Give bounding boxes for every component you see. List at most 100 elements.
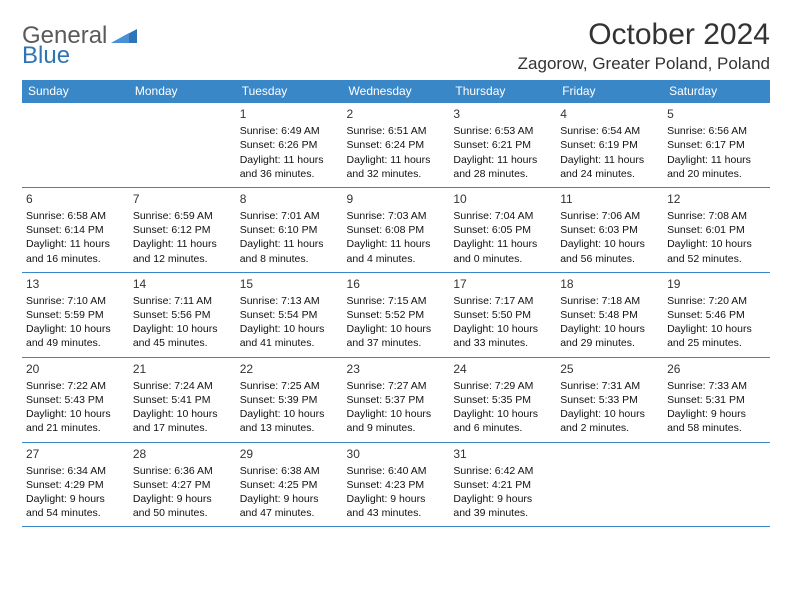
sunset-line: Sunset: 5:35 PM — [453, 393, 552, 407]
calendar-day-cell: 12Sunrise: 7:08 AMSunset: 6:01 PMDayligh… — [663, 187, 770, 272]
sunrise-line: Sunrise: 7:20 AM — [667, 294, 766, 308]
day-number: 14 — [133, 276, 232, 292]
calendar-day-cell — [129, 103, 236, 188]
sunset-line: Sunset: 6:08 PM — [347, 223, 446, 237]
calendar-day-cell: 9 Sunrise: 7:03 AMSunset: 6:08 PMDaylight… — [343, 187, 450, 272]
daylight-line: Daylight: 10 hours and 33 minutes. — [453, 322, 552, 350]
daylight-line: Daylight: 11 hours and 4 minutes. — [347, 237, 446, 265]
sunset-line: Sunset: 6:21 PM — [453, 138, 552, 152]
day-number: 11 — [560, 191, 659, 207]
day-number: 30 — [347, 446, 446, 462]
day-number: 15 — [240, 276, 339, 292]
sunset-line: Sunset: 5:48 PM — [560, 308, 659, 322]
sunset-line: Sunset: 5:31 PM — [667, 393, 766, 407]
sunrise-line: Sunrise: 6:49 AM — [240, 124, 339, 138]
daylight-line: Daylight: 10 hours and 49 minutes. — [26, 322, 125, 350]
sunrise-line: Sunrise: 7:27 AM — [347, 379, 446, 393]
sunrise-line: Sunrise: 6:51 AM — [347, 124, 446, 138]
sunset-line: Sunset: 4:23 PM — [347, 478, 446, 492]
calendar-week-row: 6Sunrise: 6:58 AMSunset: 6:14 PMDaylight… — [22, 187, 770, 272]
calendar-day-cell: 1 Sunrise: 6:49 AMSunset: 6:26 PMDaylight… — [236, 103, 343, 188]
sunset-line: Sunset: 6:12 PM — [133, 223, 232, 237]
day-number: 8 — [240, 191, 339, 207]
calendar-day-cell: 2Sunrise: 6:51 AMSunset: 6:24 PMDaylight… — [343, 103, 450, 188]
calendar-day-cell: 17Sunrise: 7:17 AMSunset: 5:50 PMDayligh… — [449, 272, 556, 357]
calendar-day-cell — [663, 442, 770, 527]
header: General Blue October 2024 Zagorow, Great… — [22, 18, 770, 74]
sunset-line: Sunset: 5:54 PM — [240, 308, 339, 322]
calendar-day-cell: 7Sunrise: 6:59 AMSunset: 6:12 PMDaylight… — [129, 187, 236, 272]
day-number: 5 — [667, 106, 766, 122]
daylight-line: Daylight: 11 hours and 36 minutes. — [240, 153, 339, 181]
daylight-line: Daylight: 10 hours and 6 minutes. — [453, 407, 552, 435]
weekday-header: Friday — [556, 80, 663, 103]
sunset-line: Sunset: 5:59 PM — [26, 308, 125, 322]
sunset-line: Sunset: 5:50 PM — [453, 308, 552, 322]
daylight-line: Daylight: 9 hours and 43 minutes. — [347, 492, 446, 520]
day-number: 26 — [667, 361, 766, 377]
sunrise-line: Sunrise: 7:17 AM — [453, 294, 552, 308]
daylight-line: Daylight: 10 hours and 45 minutes. — [133, 322, 232, 350]
daylight-line: Daylight: 10 hours and 25 minutes. — [667, 322, 766, 350]
calendar-day-cell: 10Sunrise: 7:04 AMSunset: 6:05 PMDayligh… — [449, 187, 556, 272]
day-number: 19 — [667, 276, 766, 292]
calendar-day-cell: 30Sunrise: 6:40 AMSunset: 4:23 PMDayligh… — [343, 442, 450, 527]
daylight-line: Daylight: 11 hours and 0 minutes. — [453, 237, 552, 265]
sunrise-line: Sunrise: 6:38 AM — [240, 464, 339, 478]
day-number: 25 — [560, 361, 659, 377]
day-number: 6 — [26, 191, 125, 207]
calendar-table: SundayMondayTuesdayWednesdayThursdayFrid… — [22, 80, 770, 527]
day-number: 20 — [26, 361, 125, 377]
sunset-line: Sunset: 6:19 PM — [560, 138, 659, 152]
calendar-day-cell: 29Sunrise: 6:38 AMSunset: 4:25 PMDayligh… — [236, 442, 343, 527]
sunrise-line: Sunrise: 6:42 AM — [453, 464, 552, 478]
sunrise-line: Sunrise: 6:34 AM — [26, 464, 125, 478]
sunrise-line: Sunrise: 7:13 AM — [240, 294, 339, 308]
calendar-day-cell: 22Sunrise: 7:25 AMSunset: 5:39 PMDayligh… — [236, 357, 343, 442]
daylight-line: Daylight: 11 hours and 12 minutes. — [133, 237, 232, 265]
day-number: 3 — [453, 106, 552, 122]
calendar-day-cell: 18Sunrise: 7:18 AMSunset: 5:48 PMDayligh… — [556, 272, 663, 357]
brand-part2: Blue — [22, 44, 137, 68]
sunset-line: Sunset: 4:29 PM — [26, 478, 125, 492]
sunrise-line: Sunrise: 7:03 AM — [347, 209, 446, 223]
day-number: 28 — [133, 446, 232, 462]
calendar-day-cell: 8Sunrise: 7:01 AMSunset: 6:10 PMDaylight… — [236, 187, 343, 272]
sunset-line: Sunset: 6:10 PM — [240, 223, 339, 237]
sunset-line: Sunset: 6:17 PM — [667, 138, 766, 152]
day-number: 9 — [347, 191, 446, 207]
day-number: 22 — [240, 361, 339, 377]
sunset-line: Sunset: 6:26 PM — [240, 138, 339, 152]
daylight-line: Daylight: 10 hours and 17 minutes. — [133, 407, 232, 435]
calendar-day-cell: 23Sunrise: 7:27 AMSunset: 5:37 PMDayligh… — [343, 357, 450, 442]
sunrise-line: Sunrise: 6:56 AM — [667, 124, 766, 138]
daylight-line: Daylight: 10 hours and 56 minutes. — [560, 237, 659, 265]
sunrise-line: Sunrise: 7:22 AM — [26, 379, 125, 393]
calendar-day-cell: 27Sunrise: 6:34 AMSunset: 4:29 PMDayligh… — [22, 442, 129, 527]
calendar-day-cell: 6Sunrise: 6:58 AMSunset: 6:14 PMDaylight… — [22, 187, 129, 272]
calendar-day-cell: 28Sunrise: 6:36 AMSunset: 4:27 PMDayligh… — [129, 442, 236, 527]
calendar-day-cell: 15Sunrise: 7:13 AMSunset: 5:54 PMDayligh… — [236, 272, 343, 357]
daylight-line: Daylight: 10 hours and 29 minutes. — [560, 322, 659, 350]
daylight-line: Daylight: 10 hours and 13 minutes. — [240, 407, 339, 435]
calendar-day-cell: 26Sunrise: 7:33 AMSunset: 5:31 PMDayligh… — [663, 357, 770, 442]
calendar-week-row: 20Sunrise: 7:22 AMSunset: 5:43 PMDayligh… — [22, 357, 770, 442]
brand-logo: General Blue — [22, 18, 137, 68]
sunset-line: Sunset: 6:03 PM — [560, 223, 659, 237]
day-number: 1 — [240, 106, 339, 122]
daylight-line: Daylight: 11 hours and 16 minutes. — [26, 237, 125, 265]
sunset-line: Sunset: 4:27 PM — [133, 478, 232, 492]
calendar-day-cell: 13Sunrise: 7:10 AMSunset: 5:59 PMDayligh… — [22, 272, 129, 357]
day-number: 29 — [240, 446, 339, 462]
calendar-day-cell: 20Sunrise: 7:22 AMSunset: 5:43 PMDayligh… — [22, 357, 129, 442]
sunrise-line: Sunrise: 7:25 AM — [240, 379, 339, 393]
calendar-day-cell: 11Sunrise: 7:06 AMSunset: 6:03 PMDayligh… — [556, 187, 663, 272]
weekday-header: Monday — [129, 80, 236, 103]
daylight-line: Daylight: 10 hours and 21 minutes. — [26, 407, 125, 435]
calendar-day-cell: 21Sunrise: 7:24 AMSunset: 5:41 PMDayligh… — [129, 357, 236, 442]
daylight-line: Daylight: 11 hours and 24 minutes. — [560, 153, 659, 181]
sunrise-line: Sunrise: 6:59 AM — [133, 209, 232, 223]
sunrise-line: Sunrise: 7:29 AM — [453, 379, 552, 393]
sunset-line: Sunset: 4:21 PM — [453, 478, 552, 492]
day-number: 18 — [560, 276, 659, 292]
